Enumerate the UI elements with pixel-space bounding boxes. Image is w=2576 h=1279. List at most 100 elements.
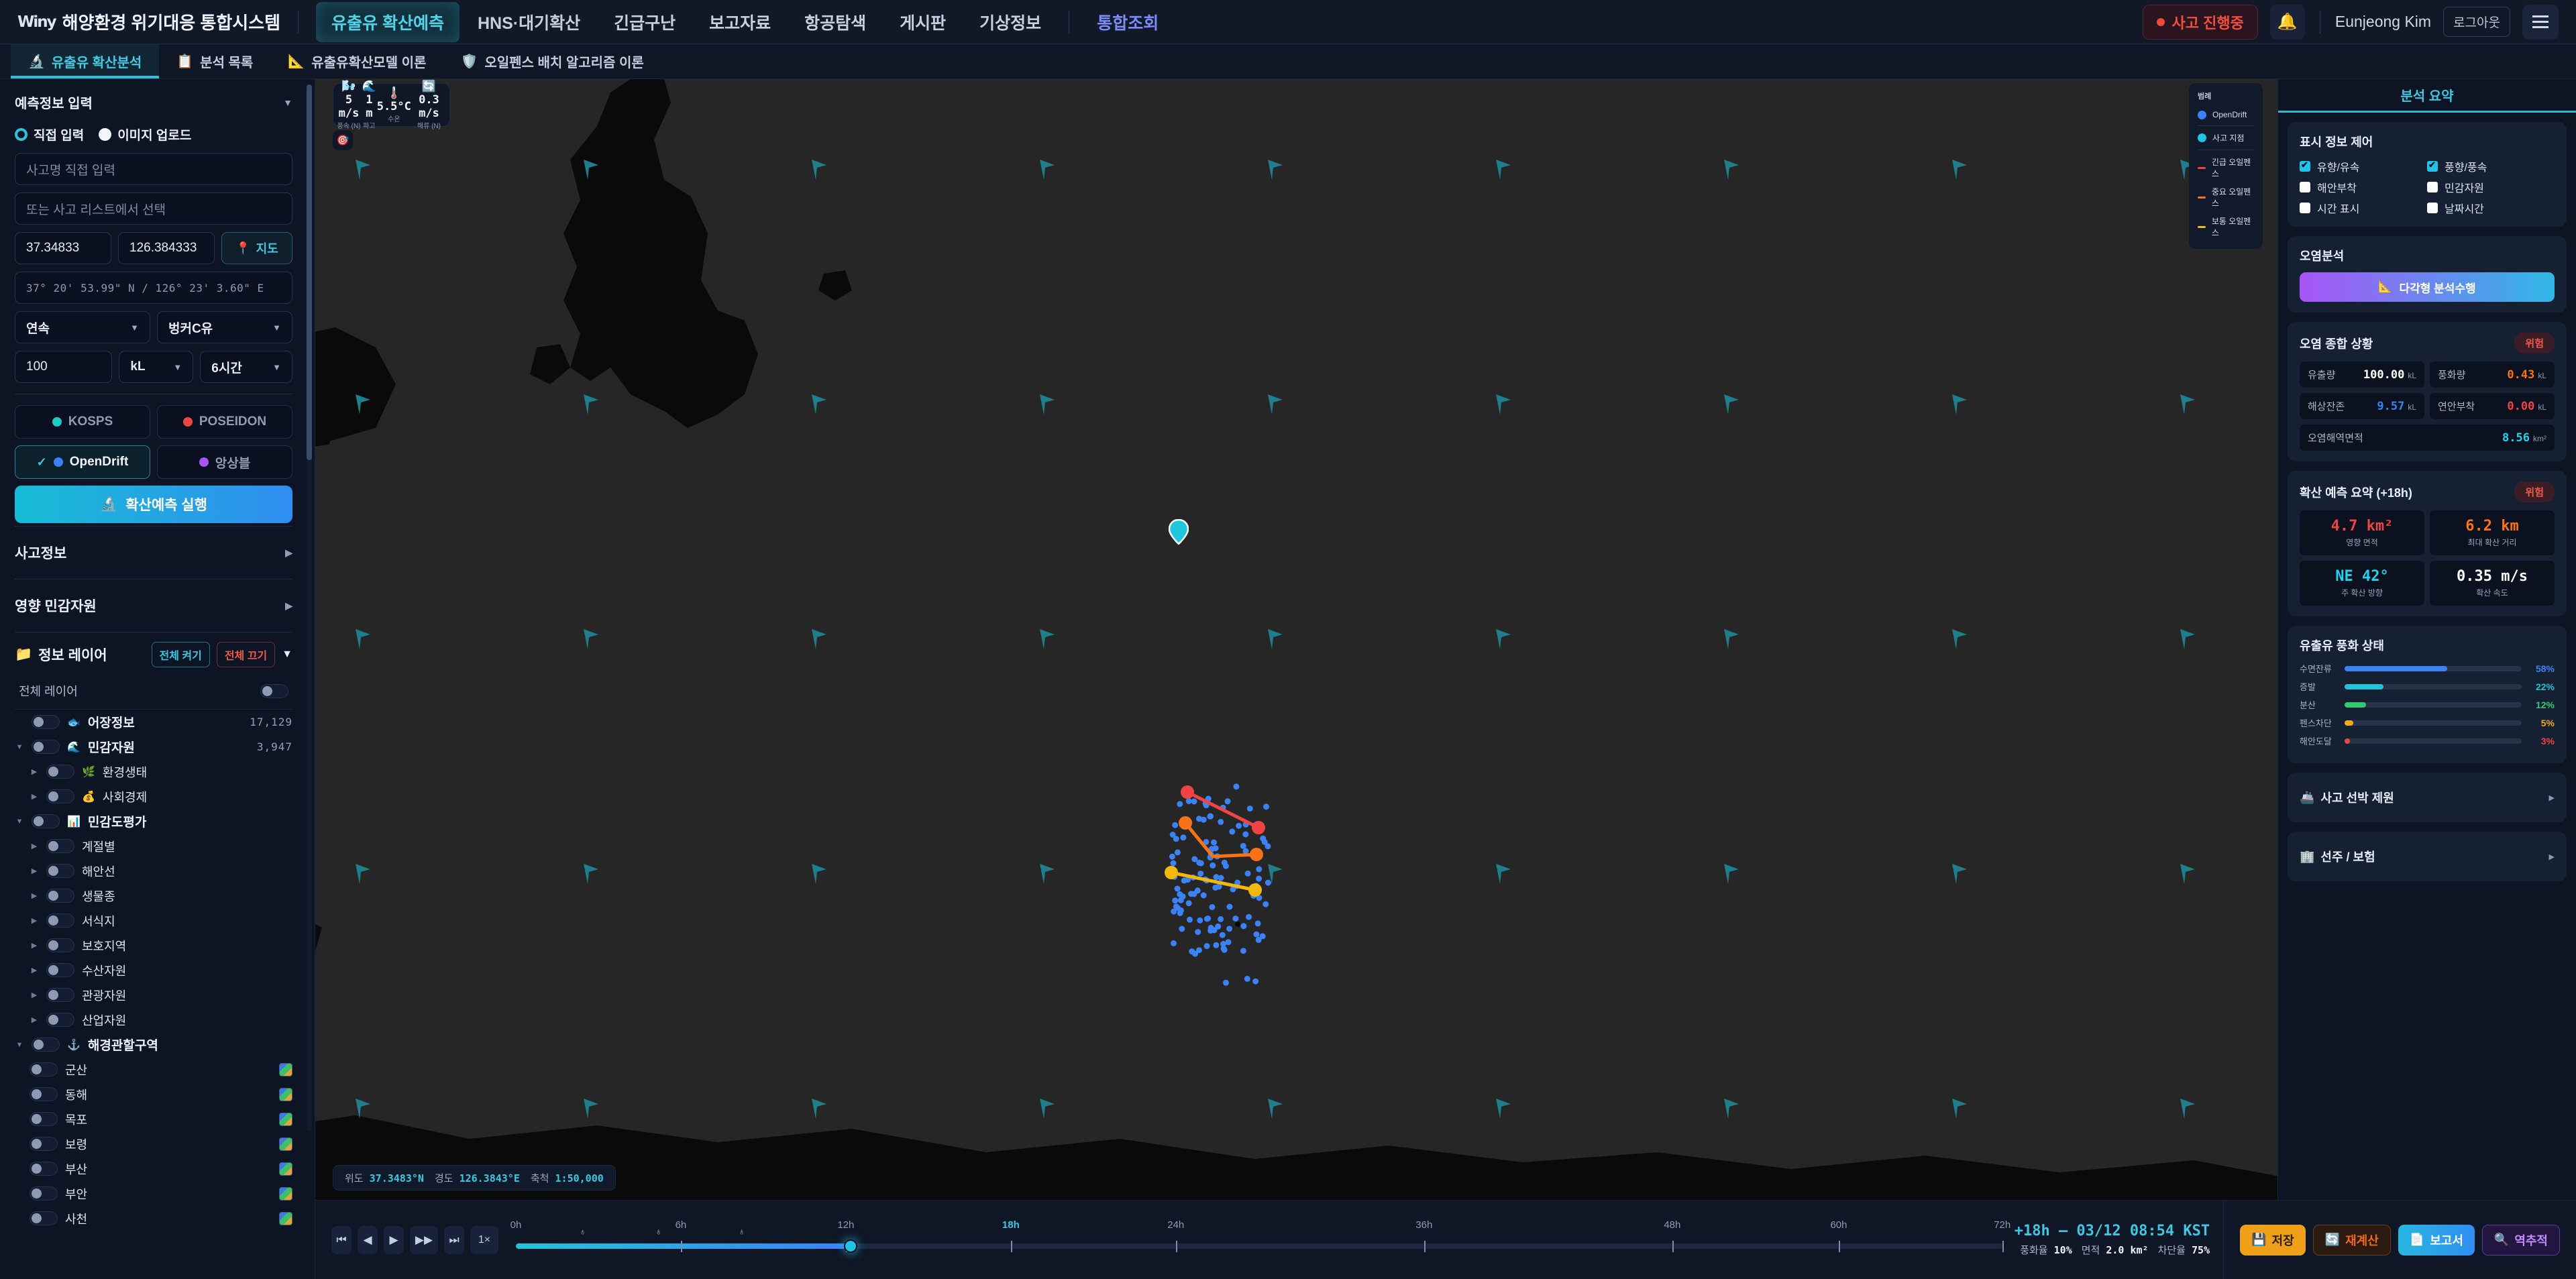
region-toggle[interactable] [30,1162,58,1176]
expander-icon[interactable]: ▼ [15,1040,23,1049]
display-checkbox-1[interactable]: 풍향/풍속 [2427,158,2555,174]
timeline-boom-marker-1[interactable]: ♁ [655,1226,662,1237]
report-button[interactable]: 📄 보고서 [2398,1224,2475,1256]
nav-item-5[interactable]: 게시판 [900,13,947,33]
color-swatch-icon[interactable] [279,1112,292,1126]
expander-icon[interactable]: ▼ [15,742,23,751]
timeline-playhead[interactable] [843,1239,857,1253]
expander-icon[interactable]: ▶ [31,793,38,801]
display-checkbox-4[interactable]: 시간 표시 [2300,200,2427,216]
left-panel-scrollbar-thumb[interactable] [307,85,312,460]
region-toggle[interactable] [30,1062,58,1076]
layer-toggle[interactable] [32,740,60,754]
amount-unit-select[interactable]: kL ▼ [119,351,194,383]
layer-toggle[interactable] [46,839,74,853]
nav-item-7[interactable]: 통합조회 [1097,13,1159,33]
checkbox-icon[interactable] [2300,203,2310,213]
oil-type-select[interactable]: 벙커C유 ▼ [157,311,292,343]
play-icon[interactable]: ▶ [384,1225,404,1254]
left-panel-scrollbar[interactable] [307,85,312,1131]
logout-button[interactable]: 로그아웃 [2443,7,2510,37]
region-toggle[interactable] [30,1137,58,1151]
expander-icon[interactable]: ▶ [31,917,38,925]
chevron-right-icon[interactable]: ▶ [2548,852,2555,861]
step-back-icon[interactable]: ◀ [358,1225,378,1254]
checkbox-icon[interactable] [2300,160,2310,172]
layer-toggle[interactable] [46,889,74,903]
right-accordion-1[interactable]: 🏢 선주 / 보험 ▶ [2288,832,2567,881]
layer-toggle[interactable] [32,715,60,729]
layer-toggle[interactable] [46,988,74,1002]
model-ensemble[interactable]: 앙상블 [157,445,292,479]
expander-icon[interactable]: ▶ [31,867,38,875]
latitude-input[interactable]: 37.34833 [15,232,111,264]
nav-item-0[interactable]: 유출유 확산예측 [316,1,460,42]
map-picker-button[interactable]: 📍 지도 [221,232,292,264]
layer-row-8[interactable]: ▶ 서식지 [15,908,292,933]
layers-all-off-button[interactable]: 전체 끄기 [216,642,276,667]
layer-row-5[interactable]: ▶ 계절별 [15,834,292,858]
spill-type-select[interactable]: 연속 ▼ [15,311,150,343]
region-row-2[interactable]: 목포 [15,1107,292,1131]
checkbox-icon[interactable] [2427,160,2438,172]
prediction-input-header[interactable]: 예측정보 입력 ▼ [15,79,292,121]
longitude-input[interactable]: 126.384333 [118,232,215,264]
checkbox-icon[interactable] [2427,203,2438,213]
display-checkbox-0[interactable]: 유향/유속 [2300,158,2427,174]
nav-item-3[interactable]: 보고자료 [709,13,771,33]
timeline-track[interactable] [516,1243,2002,1249]
layer-toggle[interactable] [46,963,74,977]
expander-icon[interactable]: ▶ [31,966,38,975]
layer-toggle[interactable] [46,765,74,779]
layer-row-1[interactable]: ▼ 🌊 민감자원 3,947 [15,734,292,759]
all-layers-toggle[interactable] [260,683,288,698]
checkbox-icon[interactable] [2300,182,2310,192]
all-layers-row[interactable]: 전체 레이어 [15,675,292,710]
layer-row-3[interactable]: ▶ 💰 사회경제 [15,784,292,809]
region-toggle[interactable] [30,1087,58,1101]
color-swatch-icon[interactable] [279,1137,292,1151]
incident-name-input[interactable]: 사고명 직접 입력 [15,153,292,185]
region-toggle[interactable] [30,1211,58,1225]
color-swatch-icon[interactable] [279,1186,292,1201]
chevron-right-icon[interactable]: ▶ [2548,793,2555,802]
layer-toggle[interactable] [46,789,74,803]
polygon-analysis-button[interactable]: 📐 다각형 분석수행 [2300,272,2555,302]
layer-toggle[interactable] [32,1038,60,1052]
layer-row-10[interactable]: ▶ 수산자원 [15,958,292,983]
expander-icon[interactable]: ▶ [31,768,38,776]
expander-icon[interactable]: ▶ [31,942,38,950]
accordion-sensitive-resources[interactable]: 영향 민감자원 ▶ [15,579,292,632]
region-row-3[interactable]: 보령 [15,1131,292,1156]
sub-tab-3[interactable]: 🛡️ 오일펜스 배치 알고리즘 이론 [443,44,661,78]
region-row-6[interactable]: 사천 [15,1206,292,1231]
sub-tab-0[interactable]: 🔬 유출유 확산분석 [11,44,160,78]
display-checkbox-3[interactable]: 민감자원 [2427,179,2555,195]
recalc-button[interactable]: 🔄 재계산 [2312,1224,2391,1256]
region-row-5[interactable]: 부안 [15,1181,292,1206]
amount-input[interactable]: 100 [15,351,113,383]
layer-toggle[interactable] [46,864,74,878]
layers-all-on-button[interactable]: 전체 켜기 [151,642,210,667]
incident-status-badge[interactable]: 사고 진행중 [2142,4,2258,40]
expander-icon[interactable]: ▶ [31,1016,38,1024]
display-checkbox-5[interactable]: 날짜시간 [2427,200,2555,216]
layer-toggle[interactable] [46,938,74,952]
trace-button[interactable]: 🔍 역추적 [2481,1224,2560,1256]
color-swatch-icon[interactable] [279,1162,292,1176]
nav-item-6[interactable]: 기상정보 [979,13,1042,33]
fast-forward-icon[interactable]: ▶▶ [410,1225,438,1254]
hamburger-icon[interactable] [2522,4,2559,40]
layer-row-6[interactable]: ▶ 해안선 [15,858,292,883]
layer-row-13[interactable]: ▼ ⚓ 해경관할구역 [15,1032,292,1057]
color-swatch-icon[interactable] [279,1062,292,1076]
layer-row-12[interactable]: ▶ 산업자원 [15,1007,292,1032]
model-opendrift[interactable]: ✓ OpenDrift [15,445,150,479]
layer-row-11[interactable]: ▶ 관광자원 [15,983,292,1007]
expander-icon[interactable]: ▶ [31,842,38,850]
nav-item-1[interactable]: HNS·대기확산 [478,13,581,33]
layer-row-4[interactable]: ▼ 📊 민감도평가 [15,809,292,834]
layer-row-9[interactable]: ▶ 보호지역 [15,933,292,958]
radio-direct-input[interactable]: 직접 입력 [15,125,84,144]
color-swatch-icon[interactable] [279,1087,292,1101]
